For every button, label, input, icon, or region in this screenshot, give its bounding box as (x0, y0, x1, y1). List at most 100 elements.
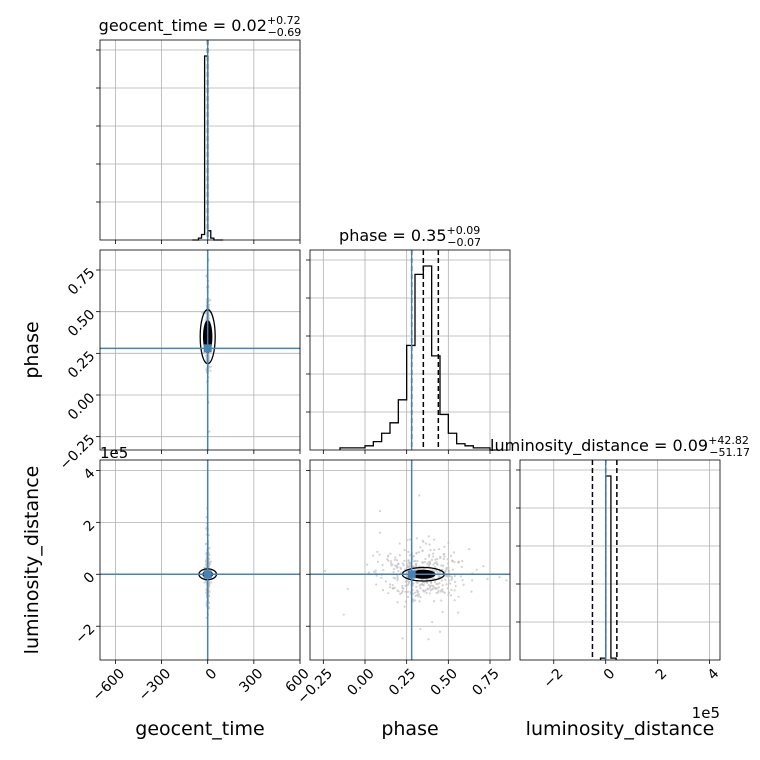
title-minus-error: −0.07 (447, 236, 481, 249)
scatter-geocent_time-vs-phase-ytick-label: 0.75 (65, 265, 98, 298)
scatter-phase-vs-luminosity_distance-sample-point (436, 563, 439, 566)
scatter-phase-vs-luminosity_distance-sample-point (436, 571, 439, 574)
scatter-phase-vs-luminosity_distance-sample-point (424, 557, 427, 561)
scatter-phase-vs-luminosity_distance-sample-point (378, 531, 382, 534)
scatter-phase-vs-luminosity_distance-sample-point (388, 583, 392, 586)
scatter-phase-vs-luminosity_distance-sample-point (404, 580, 407, 583)
scatter-phase-vs-luminosity_distance-sample-point (424, 542, 428, 545)
hist-panel-geocent_time: geocent_time = 0.02+0.72 −0.69 (96, 14, 301, 244)
scatter-phase-vs-luminosity_distance-sample-point (427, 555, 431, 558)
scatter-phase-vs-luminosity_distance-sample-point (430, 581, 433, 584)
scatter-phase-vs-luminosity_distance-sample-point (434, 587, 437, 590)
scatter-phase-vs-luminosity_distance-sample-point (428, 560, 432, 563)
scatter-phase-vs-luminosity_distance-sample-point (435, 569, 438, 572)
scatter-phase-vs-luminosity_distance-sample-point (457, 560, 461, 563)
scatter-phase-vs-luminosity_distance-sample-point (426, 562, 429, 565)
scatter-phase-vs-luminosity_distance-sample-point (413, 599, 417, 602)
scatter-phase-vs-luminosity_distance-sample-point (435, 582, 438, 585)
scatter-phase-vs-luminosity_distance-sample-point (422, 584, 425, 587)
scatter-phase-vs-luminosity_distance-sample-point (381, 589, 385, 592)
scatter-phase-vs-luminosity_distance-sample-point (437, 589, 440, 592)
scatter-phase-vs-luminosity_distance-sample-point (427, 563, 431, 567)
scatter-phase-vs-luminosity_distance-sample-point (402, 564, 405, 567)
x-axis-label-geocent-time: geocent_time (135, 718, 264, 740)
scatter-phase-vs-luminosity_distance-sample-point (447, 570, 450, 573)
scatter-phase-vs-luminosity_distance-sample-point (402, 587, 405, 590)
hist-luminosity_distance-xtick-label: −2 (541, 666, 567, 692)
scatter-phase-vs-luminosity_distance-sample-point (447, 541, 450, 544)
scatter-geocent_time-vs-phase-ytick-label: −0.25 (57, 432, 99, 474)
scatter-phase-vs-luminosity_distance-sample-point (406, 595, 410, 599)
scatter-geocent_time-vs-luminosity_distance-xtick-label: 0 (203, 666, 221, 684)
scatter-phase-vs-luminosity_distance-sample-point (434, 565, 437, 569)
scatter-phase-vs-luminosity_distance-sample-point (436, 557, 439, 561)
scatter-phase-vs-luminosity_distance-sample-point (437, 586, 440, 589)
scatter-phase-vs-luminosity_distance-sample-point (397, 570, 400, 573)
scatter-phase-vs-luminosity_distance-sample-point (471, 579, 474, 582)
scatter-phase-vs-luminosity_distance-sample-point (461, 579, 464, 582)
scatter-phase-vs-luminosity_distance-sample-point (442, 564, 445, 567)
scatter-phase-vs-luminosity_distance-sample-point (398, 554, 401, 557)
scatter-phase-vs-luminosity_distance-sample-point (396, 601, 399, 604)
hist-luminosity_distance-xtick-label: 4 (705, 666, 723, 684)
scatter-phase-vs-luminosity_distance-sample-point (450, 578, 453, 581)
scatter-phase-vs-luminosity_distance-sample-point (390, 564, 393, 567)
scatter-phase-vs-luminosity_distance-sample-point (447, 593, 450, 596)
scatter-phase-vs-luminosity_distance-sample-point (388, 586, 392, 589)
y-axis-label-phase: phase (21, 321, 43, 378)
scatter-phase-vs-luminosity_distance-sample-point (442, 557, 445, 561)
scatter-phase-vs-luminosity_distance-background (310, 460, 510, 660)
scatter-phase-vs-luminosity_distance-sample-point (403, 548, 406, 552)
scatter-geocent_time-vs-phase-sample-point (209, 369, 212, 372)
scatter-phase-vs-luminosity_distance-sample-point (406, 538, 409, 542)
title-plus-error: +0.09 (447, 224, 481, 237)
scatter-phase-vs-luminosity_distance-sample-point (447, 579, 451, 582)
scatter-phase-vs-luminosity_distance-sample-point (429, 562, 432, 565)
scatter-phase-vs-luminosity_distance-sample-point (426, 578, 429, 581)
scatter-phase-vs-luminosity_distance-sample-point (440, 599, 443, 602)
scatter-phase-vs-luminosity_distance-sample-point (449, 554, 452, 558)
scatter-geocent_time-vs-phase-sample-point (208, 430, 211, 433)
scatter-phase-vs-luminosity_distance-sample-point (396, 562, 400, 565)
scatter-geocent_time-vs-phase-sample-point (209, 365, 213, 368)
hist-geocent_time-frame (99, 39, 301, 241)
scatter-phase-vs-luminosity_distance-sample-point (394, 556, 397, 559)
scatter-phase-vs-luminosity_distance-sample-point (407, 559, 410, 562)
scatter-phase-vs-luminosity_distance-sample-point (408, 538, 412, 541)
scatter-phase-vs-luminosity_distance-sample-point (482, 565, 485, 568)
scatter-phase-vs-luminosity_distance-sample-point (414, 594, 417, 597)
scatter-phase-vs-luminosity_distance-sample-point (451, 568, 454, 571)
hist-panel-luminosity_distance: luminosity_distance = 0.09+42.82 −51.17 (490, 434, 750, 664)
scatter-phase-vs-luminosity_distance-sample-point (445, 568, 448, 571)
scatter-phase-vs-luminosity_distance-sample-point (400, 591, 403, 594)
x-axis-label-phase: phase (381, 718, 438, 740)
hist-geocent_time-background (100, 40, 300, 240)
scatter-geocent_time-vs-luminosity_distance-sample-point (205, 591, 208, 594)
scatter-geocent_time-vs-luminosity_distance-sample-point (209, 560, 213, 563)
scatter-phase-vs-luminosity_distance-sample-point (443, 555, 446, 558)
scatter-phase-vs-luminosity_distance-sample-point (387, 592, 390, 595)
scatter-phase-vs-luminosity_distance-sample-point (433, 561, 436, 565)
scatter-phase-vs-luminosity_distance-sample-point (421, 561, 424, 564)
scatter-phase-vs-luminosity_distance-sample-point (444, 578, 447, 581)
scatter-phase-vs-luminosity_distance-sample-point (393, 558, 396, 561)
scatter-phase-vs-luminosity_distance-sample-point (445, 583, 448, 586)
scatter-geocent_time-vs-phase-background (100, 250, 300, 450)
scatter-phase-vs-luminosity_distance-sample-point (441, 610, 444, 614)
scatter-phase-vs-luminosity_distance-panel: −0.25 0.00 0.25 0.50 0.75 (294, 459, 511, 707)
scatter-phase-vs-luminosity_distance-sample-point (453, 560, 456, 564)
scatter-phase-vs-luminosity_distance-sample-point (405, 566, 409, 569)
scatter-phase-vs-luminosity_distance-sample-point (475, 568, 478, 571)
scatter-phase-vs-luminosity_distance-sample-point (435, 591, 438, 594)
scatter-phase-vs-luminosity_distance-sample-point (417, 551, 420, 554)
scatter-phase-vs-luminosity_distance-sample-point (401, 584, 404, 588)
scatter-geocent_time-vs-luminosity_distance-samples (100, 460, 300, 660)
scatter-phase-vs-luminosity_distance-sample-point (396, 577, 399, 580)
scatter-geocent_time-vs-luminosity_distance-sample-point (208, 590, 211, 593)
scatter-geocent_time-vs-phase-sample-point (201, 311, 204, 314)
scatter-phase-vs-luminosity_distance-sample-point (407, 550, 410, 553)
scatter-phase-vs-luminosity_distance-sample-point (425, 591, 428, 594)
scatter-phase-vs-luminosity_distance-sample-point (380, 576, 383, 579)
scatter-geocent_time-vs-luminosity_distance-frame (99, 459, 301, 661)
title-median: luminosity_distance = 0.09 (490, 436, 708, 456)
